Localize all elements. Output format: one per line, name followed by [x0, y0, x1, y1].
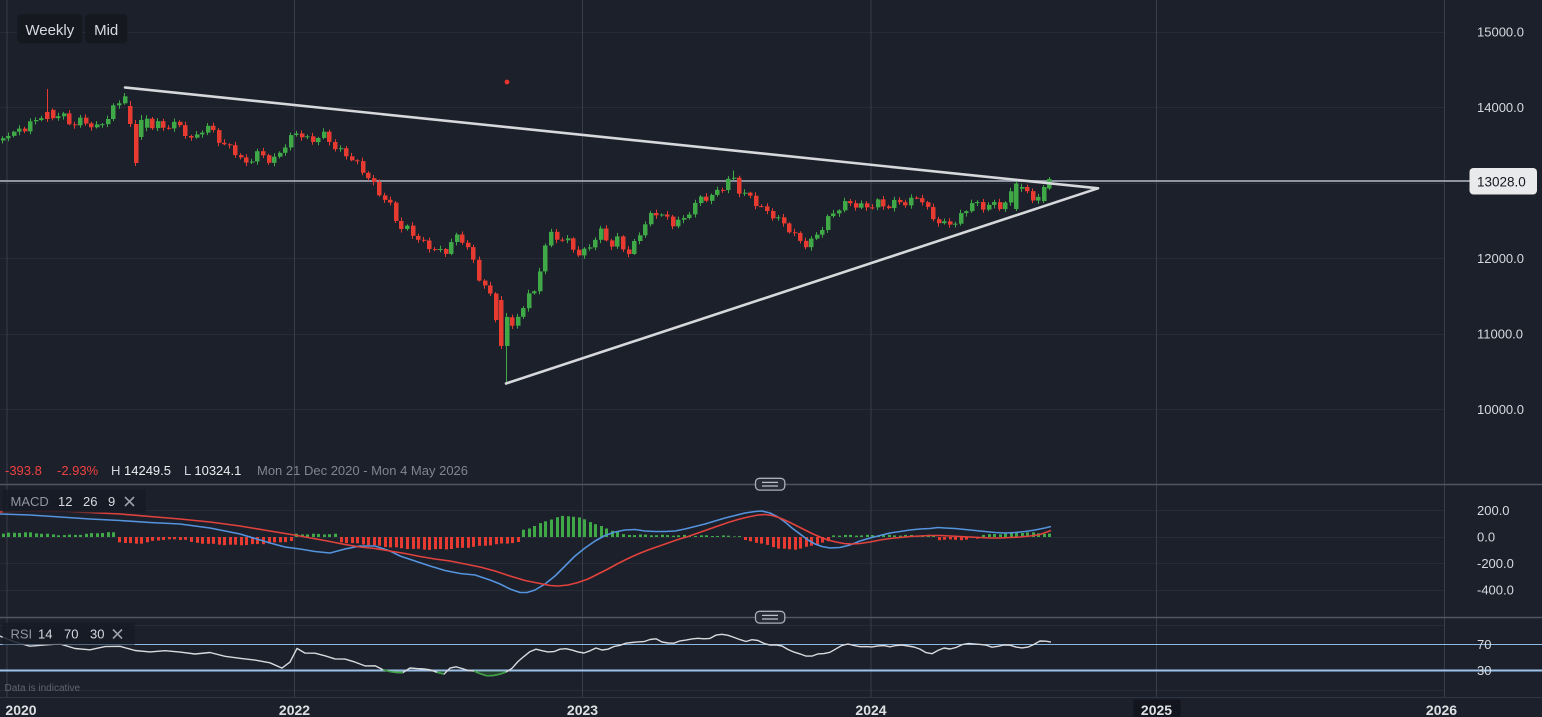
svg-text:L 10324.1: L 10324.1: [184, 463, 241, 478]
svg-text:2020: 2020: [5, 702, 36, 717]
svg-text:26: 26: [83, 494, 97, 509]
svg-text:15000.0: 15000.0: [1477, 25, 1524, 40]
svg-text:70: 70: [1477, 637, 1491, 652]
svg-text:-393.8: -393.8: [5, 463, 42, 478]
svg-text:-2.93%: -2.93%: [57, 463, 99, 478]
svg-text:MACD: MACD: [11, 494, 49, 509]
svg-text:2025: 2025: [1141, 702, 1172, 717]
svg-text:0.0: 0.0: [1477, 530, 1495, 545]
svg-text:10000.0: 10000.0: [1477, 402, 1524, 417]
svg-text:11000.0: 11000.0: [1477, 327, 1523, 342]
svg-text:2026: 2026: [1426, 702, 1457, 717]
svg-text:14: 14: [38, 627, 52, 642]
svg-text:Mid: Mid: [94, 22, 118, 39]
svg-text:200.0: 200.0: [1477, 503, 1510, 518]
svg-text:2022: 2022: [279, 702, 310, 717]
svg-text:Data is indicative: Data is indicative: [5, 683, 81, 694]
svg-text:-400.0: -400.0: [1477, 583, 1514, 598]
svg-text:Mon 21 Dec 2020 - Mon 4 May 20: Mon 21 Dec 2020 - Mon 4 May 2026: [257, 463, 468, 478]
svg-text:13028.0: 13028.0: [1477, 175, 1526, 190]
svg-text:30: 30: [90, 627, 104, 642]
svg-text:12000.0: 12000.0: [1477, 251, 1524, 266]
svg-text:2024: 2024: [855, 702, 886, 717]
svg-text:12: 12: [58, 494, 72, 509]
svg-text:70: 70: [64, 627, 78, 642]
svg-text:-200.0: -200.0: [1477, 556, 1514, 571]
svg-text:14000.0: 14000.0: [1477, 100, 1524, 115]
svg-text:H 14249.5: H 14249.5: [111, 463, 171, 478]
svg-text:Weekly: Weekly: [25, 22, 74, 39]
svg-text:9: 9: [108, 494, 115, 509]
svg-text:30: 30: [1477, 663, 1491, 678]
svg-text:RSI: RSI: [11, 627, 33, 642]
svg-text:2023: 2023: [567, 702, 598, 717]
